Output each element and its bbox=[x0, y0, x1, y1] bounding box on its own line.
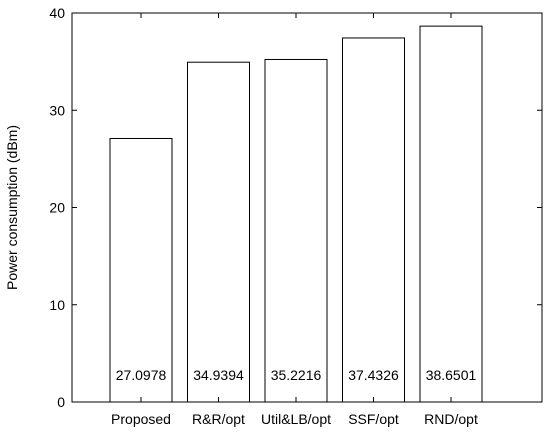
y-tick-label-1: 10 bbox=[49, 297, 65, 313]
bar-2 bbox=[264, 58, 328, 403]
y-axis-label: Power consumption (dBm) bbox=[4, 125, 20, 290]
data-label-2: 35.2216 bbox=[271, 367, 322, 383]
y-tick-label-0: 0 bbox=[57, 394, 65, 410]
data-label-0: 27.0978 bbox=[116, 367, 167, 383]
bars-group bbox=[109, 25, 483, 403]
x-tick-label-1: R&R/opt bbox=[192, 411, 245, 427]
data-label-4: 38.6501 bbox=[426, 367, 477, 383]
bar-3 bbox=[342, 37, 405, 403]
data-labels-group: 27.0978 34.9394 35.2216 37.4326 38.6501 bbox=[116, 367, 477, 383]
x-tick-label-3: SSF/opt bbox=[348, 411, 399, 427]
bar-4 bbox=[419, 25, 483, 403]
data-label-1: 34.9394 bbox=[193, 367, 244, 383]
x-tick-label-2: Util&LB/opt bbox=[261, 411, 331, 427]
x-tick-label-0: Proposed bbox=[111, 411, 171, 427]
y-tick-label-4: 40 bbox=[49, 5, 65, 21]
y-tick-label-3: 30 bbox=[49, 102, 65, 118]
y-tick-label-2: 20 bbox=[49, 200, 65, 216]
data-label-3: 37.4326 bbox=[348, 367, 399, 383]
x-tick-label-4: RND/opt bbox=[424, 411, 478, 427]
x-axis-ticks: Proposed R&R/opt Util&LB/opt SSF/opt RND/opt bbox=[111, 13, 478, 427]
y-axis-ticks: 0 10 20 30 40 bbox=[49, 5, 542, 410]
bar-0 bbox=[109, 137, 173, 403]
bar-1 bbox=[187, 61, 250, 403]
